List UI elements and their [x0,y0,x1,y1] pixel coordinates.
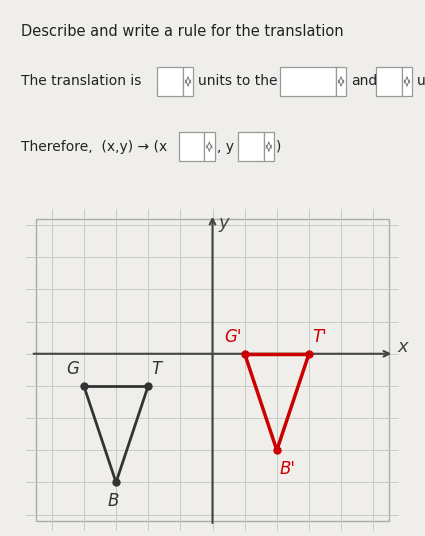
Text: The translation is: The translation is [21,75,142,88]
Text: , y: , y [217,140,234,154]
Text: T': T' [312,327,327,346]
Text: T: T [151,360,162,378]
FancyBboxPatch shape [264,132,274,161]
FancyBboxPatch shape [402,67,412,96]
Text: x: x [397,338,408,356]
FancyBboxPatch shape [183,67,193,96]
FancyBboxPatch shape [204,132,215,161]
FancyBboxPatch shape [336,67,346,96]
Text: units: units [416,75,425,88]
FancyBboxPatch shape [376,67,402,96]
Text: G: G [66,360,79,378]
Text: B: B [107,492,119,510]
FancyBboxPatch shape [178,132,204,161]
FancyBboxPatch shape [280,67,336,96]
Text: Therefore,  (x,y) → (x: Therefore, (x,y) → (x [21,140,167,154]
Text: ): ) [276,140,282,154]
Text: Describe and write a rule for the translation: Describe and write a rule for the transl… [21,25,344,40]
Text: and: and [351,75,377,88]
FancyBboxPatch shape [238,132,264,161]
Text: units to the: units to the [198,75,277,88]
Text: G': G' [224,327,241,346]
Text: y: y [218,214,229,232]
FancyBboxPatch shape [157,67,183,96]
Text: B': B' [280,460,296,478]
